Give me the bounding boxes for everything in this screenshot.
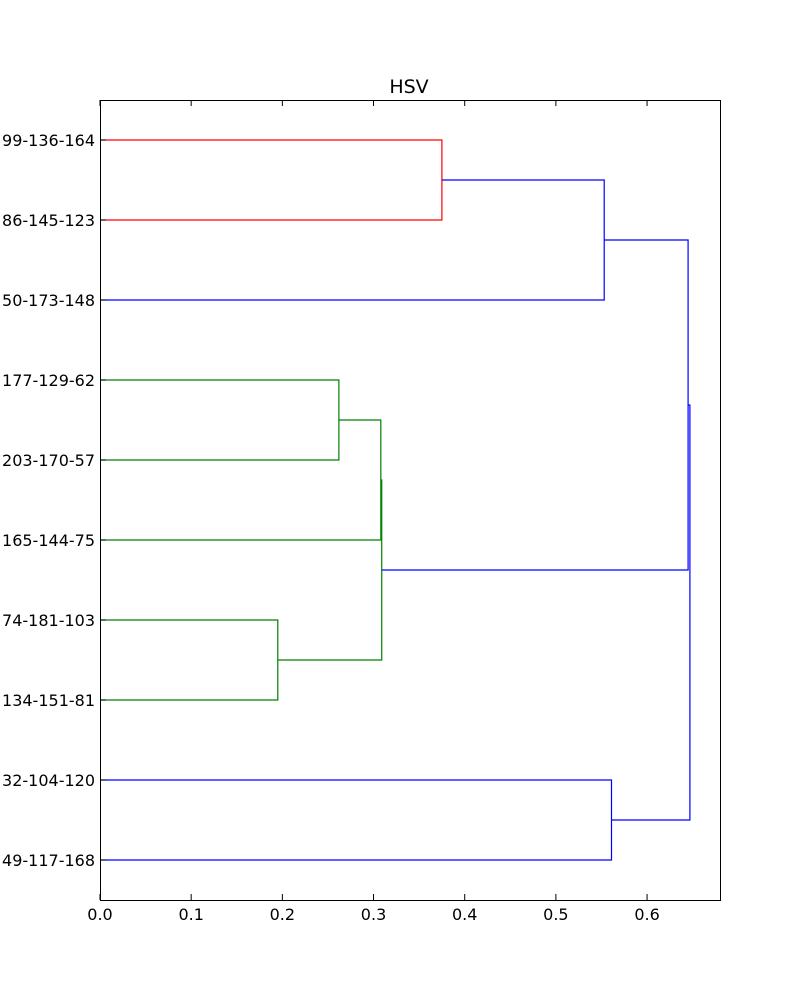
dendrogram-link [611,404,691,821]
x-tick-label: 0.6 [634,905,659,924]
y-axis: 99-136-164 86-145-123 50-173-148 177-129-62… [2,131,106,870]
chart-title: HSV [389,76,428,98]
x-axis: 0.0 0.1 0.2 0.3 0.4 0.5 0.6 [87,100,660,924]
leaf-label: 134-151-81 [2,691,95,710]
leaf-label: 50-173-148 [2,291,95,310]
x-tick-label: 0.0 [87,905,112,924]
dendrogram-link [100,139,443,221]
dendrogram-link [100,379,340,461]
leaf-label: 86-145-123 [2,211,95,230]
plot-frame [100,100,721,901]
dendrogram-link [100,179,605,301]
x-tick-label: 0.2 [270,905,295,924]
leaf-label: 99-136-164 [2,131,95,150]
leaf-label: 203-170-57 [2,451,95,470]
x-tick-label: 0.4 [452,905,477,924]
dendrogram-link [381,239,689,571]
links-layer [100,139,691,861]
leaf-label: 177-129-62 [2,371,95,390]
leaf-label: 49-117-168 [2,851,95,870]
dendrogram-link [100,779,613,861]
x-tick-label: 0.1 [178,905,203,924]
leaf-label: 32-104-120 [2,771,95,790]
leaf-label: 165-144-75 [2,531,95,550]
x-tick-label: 0.5 [543,905,568,924]
dendrogram-link [100,619,279,701]
x-tick-label: 0.3 [361,905,386,924]
leaf-label: 74-181-103 [2,611,95,630]
dendrogram-link [277,479,383,661]
